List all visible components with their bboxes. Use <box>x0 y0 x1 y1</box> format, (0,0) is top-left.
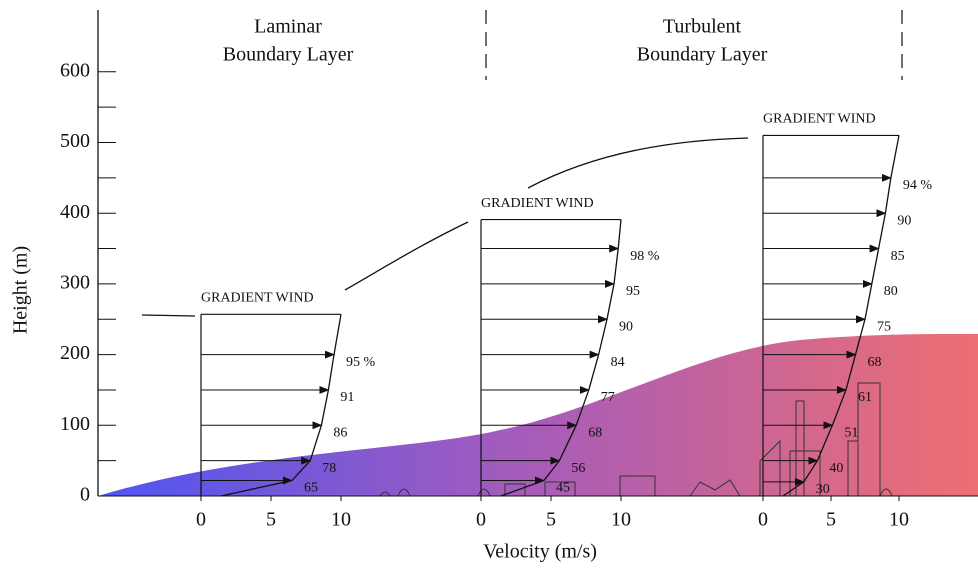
percent-label: 80 <box>884 284 898 299</box>
percent-label: 91 <box>340 390 354 405</box>
percent-label: 77 <box>601 390 615 405</box>
x-tick-label: 0 <box>758 509 768 531</box>
velocity-profile <box>500 219 622 497</box>
velocity-profile <box>220 314 342 497</box>
y-tick-label: 600 <box>60 59 90 81</box>
percent-label: 51 <box>844 426 858 441</box>
y-tick-label: 300 <box>60 271 90 293</box>
percent-label: 85 <box>891 249 905 264</box>
percent-label: 75 <box>877 319 891 334</box>
x-axis-label: Velocity (m/s) <box>483 541 597 563</box>
y-tick-label: 200 <box>60 342 90 364</box>
boundary-layer-area <box>98 333 978 496</box>
gradient-wind-label: GRADIENT WIND <box>763 112 876 127</box>
percent-label: 90 <box>619 319 633 334</box>
x-tick-label: 10 <box>331 509 351 531</box>
percent-label: 65 <box>304 481 318 496</box>
section-title: Boundary Layer <box>223 44 354 66</box>
percent-label: 95 % <box>346 355 376 370</box>
percent-label: 56 <box>571 461 585 476</box>
percent-label: 61 <box>858 390 872 405</box>
section-title: Turbulent <box>663 16 742 38</box>
gradient-wind-label: GRADIENT WIND <box>481 196 594 211</box>
percent-label: 94 % <box>903 178 933 193</box>
percent-label: 68 <box>588 426 602 441</box>
percent-label: 95 <box>626 284 640 299</box>
gradient-wind-label: GRADIENT WIND <box>201 291 314 306</box>
x-tick-label: 5 <box>826 509 836 531</box>
x-tick-label: 10 <box>611 509 631 531</box>
percent-label: 98 % <box>630 249 660 264</box>
velocity-profile <box>782 135 900 497</box>
y-tick-label: 0 <box>80 484 90 506</box>
city-outline <box>379 382 893 497</box>
percent-label: 30 <box>816 482 830 497</box>
x-tick-label: 5 <box>266 509 276 531</box>
percent-label: 40 <box>829 461 843 476</box>
y-axis-label: Height (m) <box>10 246 32 334</box>
x-tick-label: 10 <box>889 509 909 531</box>
gradient-wind-connector <box>141 137 749 317</box>
percent-label: 68 <box>867 355 881 370</box>
percent-label: 90 <box>897 213 911 228</box>
percent-label: 78 <box>322 461 336 476</box>
x-tick-label: 0 <box>476 509 486 531</box>
section-title: Boundary Layer <box>637 44 768 66</box>
percent-label: 45 <box>556 481 570 496</box>
x-tick-label: 0 <box>196 509 206 531</box>
percent-label: 84 <box>611 355 625 370</box>
y-tick-label: 400 <box>60 201 90 223</box>
y-tick-label: 500 <box>60 130 90 152</box>
x-tick-label: 5 <box>546 509 556 531</box>
y-tick-label: 100 <box>60 413 90 435</box>
percent-label: 86 <box>333 426 347 441</box>
section-title: Laminar <box>254 16 322 38</box>
